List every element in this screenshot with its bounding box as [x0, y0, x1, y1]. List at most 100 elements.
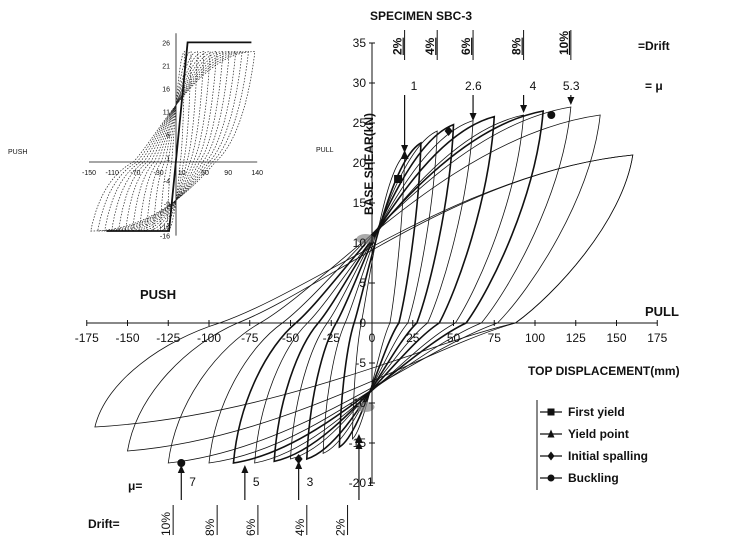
inset-cycle [111, 51, 237, 232]
event-marker-triangle [400, 150, 409, 159]
hysteresis-loop [338, 141, 422, 449]
ductility-label-bottom: 3 [307, 475, 314, 489]
arrow-head [567, 97, 575, 105]
ductility-label-top: 5.3 [563, 79, 580, 93]
ductility-label-bottom: 7 [189, 475, 196, 489]
arrow-head [295, 461, 303, 469]
mu-label-bottom: μ= [128, 479, 142, 493]
inset-cycle [125, 51, 224, 232]
inset-pull-label: PULL [316, 147, 334, 154]
ductility-label-top: 1 [411, 79, 418, 93]
inset-cycle [118, 51, 230, 232]
hysteresis-loop [305, 123, 455, 461]
arrow-head [177, 465, 185, 473]
drift-label-bottom: 6% [244, 518, 258, 536]
inset-x-tick-label: -30 [154, 170, 164, 177]
legend-marker-circle [547, 474, 555, 482]
y-tick-label: -10 [349, 396, 367, 410]
legend-label: Buckling [568, 471, 619, 485]
overlap-region [356, 402, 375, 412]
inset-y-tick-label: 21 [162, 63, 170, 70]
y-tick-label: 25 [353, 116, 367, 130]
x-tick-label: -75 [241, 331, 259, 345]
inset-envelope [106, 41, 252, 232]
y-tick-label: -5 [355, 356, 366, 370]
overlap-region [356, 234, 375, 244]
inset-x-tick-label: -70 [130, 170, 140, 177]
inset-x-tick-label: 140 [251, 170, 263, 177]
inset-cycle [132, 51, 217, 232]
y-tick-label: 15 [353, 196, 367, 210]
y-tick-label: 20 [353, 156, 367, 170]
drift-label-top: 8% [510, 37, 524, 55]
inset-y-tick-label: -14 [160, 224, 170, 231]
inset-chart: -150 -110 -70 -30 10 50 90 1402621161161-4-9-14… [82, 33, 263, 241]
x-tick-label: -25 [323, 331, 341, 345]
ductility-label-bottom: 5 [253, 475, 260, 489]
inset-cycle [97, 51, 249, 232]
inset-y-tick-label: 1 [166, 155, 170, 162]
legend-label: Initial spalling [568, 449, 648, 463]
drift-label-top: 10% [557, 31, 571, 55]
drift-label-bottom: Drift= [88, 517, 120, 531]
legend-marker-diamond [547, 451, 555, 461]
x-tick-label: -175 [75, 331, 99, 345]
inset-x-tick-label: 50 [201, 170, 209, 177]
chart-axes: -175 -150 -125 -100 -75 -50 -25 0 25 50 75 100 125 15… [75, 36, 668, 490]
x-tick-label: -150 [115, 331, 139, 345]
x-tick-label: 75 [488, 331, 502, 345]
drift-label-top: 4% [423, 37, 437, 55]
inset-cycle [159, 51, 192, 232]
inset-x-tick-label: -150 [82, 170, 96, 177]
inset-cycle [166, 51, 186, 232]
drift-label-top: 6% [459, 37, 473, 55]
inset-x-tick-label: 90 [224, 170, 232, 177]
drift-label-bottom: 2% [334, 518, 348, 536]
hysteresis-cycles [94, 106, 634, 464]
inset-y-tick-label: 26 [162, 40, 170, 47]
event-marker-circle [547, 111, 556, 119]
x-tick-label: 175 [647, 331, 667, 345]
inset-cycle [146, 51, 205, 232]
legend-marker-square [547, 408, 555, 416]
hysteresis-loop [232, 110, 545, 464]
x-tick-label: 150 [606, 331, 626, 345]
inset-x-tick-label: 10 [178, 170, 186, 177]
hysteresis-loop [322, 130, 438, 455]
x-tick-label: 50 [447, 331, 461, 345]
legend-label: First yield [568, 405, 625, 419]
inset-x-tick-label: -110 [105, 170, 119, 177]
x-tick-label: 100 [525, 331, 545, 345]
hysteresis-loop [254, 114, 525, 464]
chart-title: SPECIMEN SBC-3 [370, 9, 472, 23]
event-marker-triangle [354, 434, 363, 443]
hysteresis-loop [208, 106, 572, 464]
drift-label-bottom: 8% [203, 518, 217, 536]
mu-label-top: = μ [645, 79, 663, 93]
arrow-head [520, 105, 528, 113]
drift-label-top: =Drift [638, 39, 670, 53]
inset-y-tick-label: -4 [164, 178, 170, 185]
inset-push-label: PUSH [8, 149, 27, 156]
y-tick-label: 10 [353, 236, 367, 250]
y-axis-label: BASE SHEAR(kN) [362, 113, 376, 215]
arrow-head [401, 145, 409, 153]
x-tick-label: -50 [282, 331, 300, 345]
inset-cycle [90, 51, 256, 232]
event-marker-diamond [294, 454, 303, 464]
hysteresis-loop [127, 154, 634, 452]
y-tick-label: -20 [349, 476, 367, 490]
drift-label-bottom: 10% [159, 512, 173, 536]
x-tick-label: -125 [156, 331, 180, 345]
ductility-label-top: 2.6 [465, 79, 482, 93]
arrow-head [469, 113, 477, 121]
hysteresis-loop [273, 115, 496, 463]
event-marker-diamond [444, 126, 453, 136]
legend-marker-triangle [547, 429, 555, 438]
y-tick-label: 0 [359, 316, 366, 330]
y-tick-label: 35 [353, 36, 367, 50]
x-tick-label: 125 [566, 331, 586, 345]
drift-label-bottom: 4% [293, 518, 307, 536]
